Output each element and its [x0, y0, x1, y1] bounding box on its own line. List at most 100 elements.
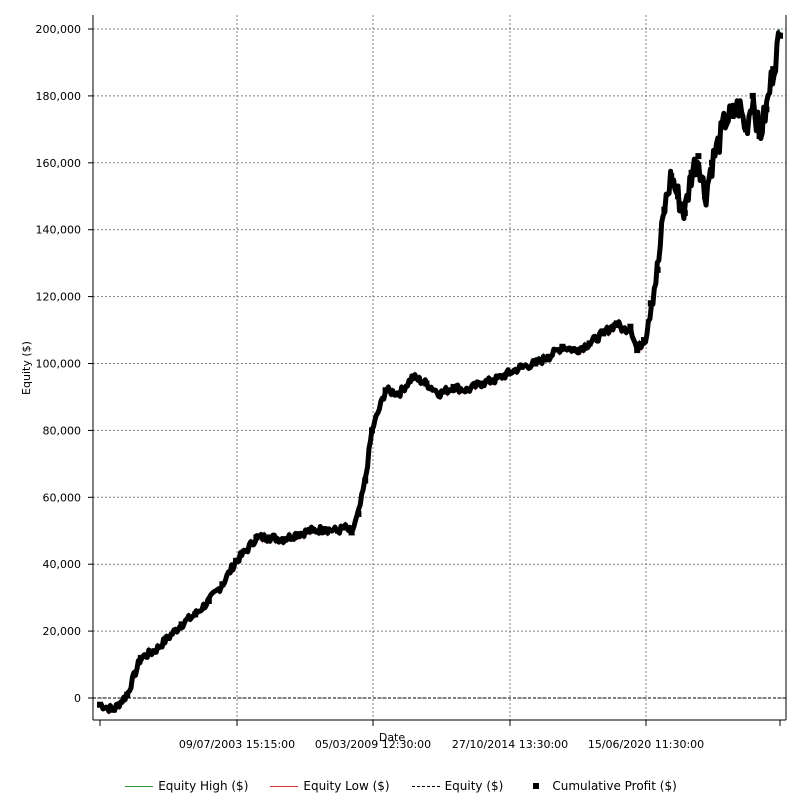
cumulative-profit-point [450, 383, 457, 390]
legend-label-cumulative-profit: Cumulative Profit ($) [552, 779, 677, 793]
cumulative-profit-point [545, 353, 552, 360]
cumulative-profit-point [715, 139, 722, 146]
cumulative-profit-point [654, 266, 661, 273]
cumulative-profit-point [423, 380, 430, 387]
cumulative-profit-point [477, 380, 484, 387]
axes [92, 15, 787, 721]
y-tick-label: 80,000 [43, 424, 82, 437]
cumulative-profit-point [532, 360, 539, 367]
cumulative-profit-point [280, 536, 287, 543]
series-equity [99, 29, 782, 714]
legend: Equity High ($) Equity Low ($) Equity ($… [0, 776, 802, 796]
cumulative-profit-point [151, 648, 158, 655]
cumulative-profit-point [110, 706, 117, 713]
cumulative-profit-point [97, 701, 103, 708]
cumulative-profit-point [709, 159, 715, 166]
cumulative-profit-point [777, 32, 783, 39]
cumulative-profit-point [219, 581, 226, 588]
y-tick-label: 20,000 [43, 625, 82, 638]
cumulative-profit-point [192, 611, 199, 618]
cumulative-profit-point [233, 557, 239, 564]
cumulative-profit-point [722, 116, 729, 123]
y-tick-label: 100,000 [36, 358, 82, 371]
cumulative-profit-point [369, 427, 375, 434]
cumulative-profit-point [294, 531, 301, 538]
x-tick-label: 09/07/2003 15:15:00 [179, 738, 295, 751]
cumulative-profit-point [641, 337, 647, 344]
plot-area [93, 28, 786, 716]
y-tick-label: 160,000 [36, 157, 82, 170]
legend-item-equity-low: Equity Low ($) [270, 779, 390, 793]
legend-label-equity-high: Equity High ($) [158, 779, 249, 793]
x-tick-label: 05/03/2009 12:30:00 [315, 738, 431, 751]
x-tick-label: 15/06/2020 11:30:00 [588, 738, 704, 751]
cumulative-profit-point [335, 527, 341, 534]
y-tick-label: 140,000 [36, 224, 82, 237]
cumulative-profit-point [559, 343, 566, 350]
cumulative-profit-point [267, 534, 273, 541]
cumulative-profit-point [362, 477, 369, 484]
y-tick-label: 60,000 [43, 491, 82, 504]
cumulative-profit-point [600, 330, 607, 337]
legend-label-equity-low: Equity Low ($) [303, 779, 390, 793]
x-axis-ticks: 09/07/2003 15:15:00 05/03/2009 12:30:00 27… [99, 720, 781, 751]
cumulative-profit-point [321, 526, 328, 533]
cumulative-profit-point [491, 377, 498, 384]
cumulative-profit-point [307, 527, 314, 534]
cumulative-profit-point [137, 654, 144, 661]
cumulative-profit-point [634, 347, 641, 354]
cumulative-profit-point [749, 92, 756, 99]
cumulative-profit-point [409, 373, 416, 380]
cumulative-profit-point [253, 534, 260, 541]
cumulative-profit-point [396, 390, 403, 397]
cumulative-profit-point [586, 340, 593, 347]
y-tick-label: 200,000 [36, 23, 82, 36]
cumulative-profit-point [205, 597, 212, 604]
cumulative-profit-point [688, 169, 695, 176]
cumulative-profit-point [681, 209, 688, 216]
cumulative-profit-point [661, 206, 668, 213]
y-tick-label: 40,000 [43, 558, 82, 571]
cumulative-profit-point [743, 126, 749, 133]
grid [93, 15, 786, 720]
cumulative-profit-point [675, 193, 681, 200]
cumulative-profit-point [178, 621, 185, 628]
legend-item-equity: Equity ($) [411, 779, 504, 793]
y-tick-label: 0 [74, 692, 81, 705]
cumulative-profit-point [620, 327, 627, 334]
cumulative-profit-point [382, 387, 389, 394]
cumulative-profit-point [165, 634, 171, 641]
legend-item-cumulative-profit: Cumulative Profit ($) [525, 779, 677, 793]
cumulative-profit-point [695, 153, 702, 160]
cumulative-profit-point [770, 66, 777, 73]
cumulative-profit-point [736, 102, 743, 109]
cumulative-profit-point [341, 524, 348, 531]
legend-swatch-equity [411, 785, 440, 787]
cumulative-profit-point [613, 320, 620, 327]
cumulative-profit-point [348, 529, 355, 536]
cumulative-profit-point [518, 363, 525, 370]
legend-swatch-equity-high [125, 785, 154, 787]
cumulative-profit-point [756, 133, 763, 140]
cumulative-profit-point [437, 390, 443, 397]
legend-label-equity: Equity ($) [444, 779, 504, 793]
cumulative-profit-point [763, 106, 770, 113]
y-tick-label: 180,000 [36, 90, 82, 103]
cumulative-profit-point [464, 387, 471, 394]
x-tick-label: 27/10/2014 13:30:00 [452, 738, 568, 751]
legend-swatch-equity-low [270, 785, 299, 787]
y-tick-label: 120,000 [36, 291, 82, 304]
cumulative-profit-point [355, 511, 362, 518]
legend-swatch-cumulative-profit [533, 783, 540, 789]
cumulative-profit-point [647, 300, 654, 307]
cumulative-profit-point [505, 370, 511, 377]
cumulative-profit-point [573, 347, 579, 354]
cumulative-profit-point [668, 173, 675, 180]
cumulative-profit-point [729, 112, 736, 119]
x-axis-title: Date [379, 731, 406, 744]
cumulative-profit-point [702, 193, 709, 200]
y-axis-title: Equity ($) [20, 341, 33, 395]
legend-item-equity-high: Equity High ($) [125, 779, 248, 793]
y-axis-ticks: 0 20,000 40,000 60,000 80,000 100,000 120,000 1… [36, 23, 93, 705]
